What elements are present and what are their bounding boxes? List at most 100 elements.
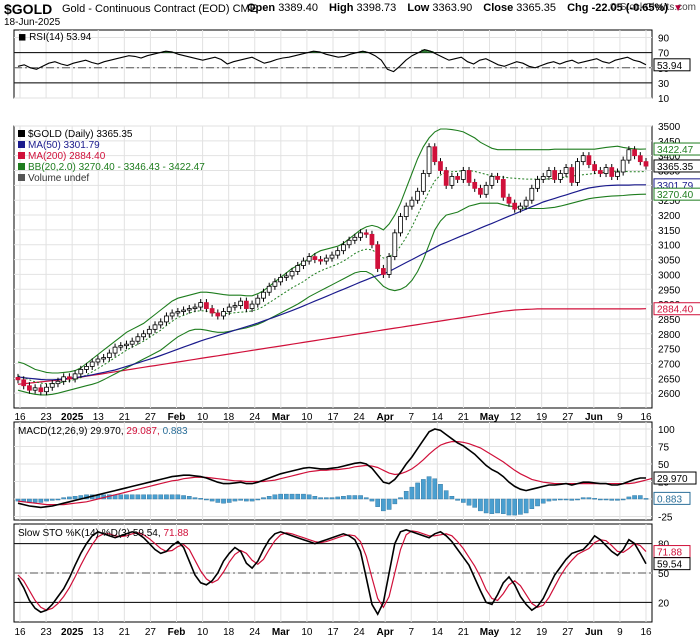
macd-histogram-bar — [563, 498, 569, 501]
candle-body — [398, 216, 403, 234]
macd-histogram-bar — [369, 498, 375, 502]
candle-body — [455, 176, 460, 180]
candle-body — [540, 176, 546, 180]
x-tick-label: Mar — [272, 627, 290, 638]
rsi-overbought-fill — [310, 51, 317, 53]
macd-histogram-bar — [289, 493, 295, 500]
candle-body — [495, 176, 500, 180]
symbol-description: Gold - Continuous Contract (EOD) CME — [62, 3, 258, 15]
macd-histogram-bar — [592, 498, 597, 500]
macd-histogram-bar — [489, 498, 495, 514]
candle-body — [506, 196, 512, 204]
macd-histogram-bar — [540, 498, 546, 504]
macd-histogram-bar — [209, 498, 215, 502]
x-tick-label: 12 — [510, 627, 522, 638]
candle-body — [186, 308, 192, 311]
macd-histogram-bar — [124, 494, 129, 500]
macd-histogram-bar — [438, 484, 443, 500]
macd-right-label: 29.970 — [657, 474, 688, 485]
candle-body — [426, 146, 432, 174]
x-tick-label: 27 — [145, 627, 157, 638]
candle-body — [346, 239, 352, 246]
macd-histogram-bar — [483, 498, 489, 514]
candle-body — [164, 315, 169, 323]
candle-body — [84, 366, 89, 370]
macd-histogram-bar — [346, 495, 352, 500]
candle-body — [603, 167, 609, 174]
candle-body — [489, 176, 495, 186]
price-right-label: 3365.35 — [657, 162, 694, 173]
macd-histogram-bar — [226, 498, 232, 503]
y-tick-label: 2950 — [658, 285, 681, 296]
ma200-line — [17, 308, 647, 385]
macd-histogram-bar — [398, 497, 403, 500]
candle-body — [341, 244, 346, 252]
high-label: High — [329, 2, 354, 14]
macd-histogram-bar — [432, 478, 438, 500]
macd-histogram-bar — [535, 498, 540, 507]
stoch-k-right-label-box — [653, 557, 691, 571]
candle-body — [632, 149, 637, 157]
macd-histogram-bar — [472, 498, 478, 508]
chart-date: 18-Jun-2025 — [4, 17, 61, 28]
macd-histogram-bar — [392, 498, 398, 505]
macd-histogram-bar — [580, 497, 586, 500]
macd-histogram-bar — [221, 498, 226, 504]
macd-histogram-bar — [61, 497, 66, 500]
open-value: 3389.40 — [278, 2, 318, 14]
candle-body — [198, 302, 204, 308]
macd-histogram-bar — [261, 497, 266, 500]
price-legend-item: MA(200) 2884.40 — [28, 151, 106, 162]
candle-body — [460, 170, 466, 180]
hist-right-label: 0.883 — [657, 494, 682, 505]
candle-body — [215, 312, 221, 317]
candle-body — [643, 161, 649, 167]
y-tick-label: 90 — [658, 34, 670, 45]
macd-histogram-bar — [421, 479, 426, 500]
x-tick-label: May — [480, 627, 500, 638]
macd-histogram-bar — [72, 496, 78, 500]
candle-body — [335, 250, 341, 256]
candle-body — [295, 265, 301, 272]
macd-histogram-bar — [118, 494, 124, 500]
y-tick-label: 50 — [658, 460, 670, 471]
ma50-line — [17, 184, 646, 381]
macd-histogram-bar — [272, 494, 278, 500]
y-tick-label: 3500 — [658, 122, 681, 133]
candle-body — [363, 232, 369, 235]
bb-mid-line — [17, 170, 647, 385]
x-tick-label: 24 — [354, 412, 366, 423]
macd-histogram-bar — [318, 497, 323, 500]
x-tick-label: 24 — [354, 627, 366, 638]
price-legend-item: $GOLD (Daily) 3365.35 — [28, 129, 133, 140]
x-tick-label: 17 — [327, 627, 339, 638]
candle-body — [557, 173, 563, 180]
candle-body — [415, 190, 421, 201]
candle-body — [592, 164, 597, 171]
x-tick-label: 21 — [119, 412, 131, 423]
candle-body — [438, 161, 443, 171]
hist-right-label-box — [653, 491, 691, 505]
candle-body — [27, 385, 32, 391]
legend-swatch — [18, 163, 25, 170]
candle-body — [49, 383, 55, 388]
candle-body — [323, 257, 329, 262]
price-right-label-box — [653, 302, 700, 316]
macd-histogram-bar — [558, 498, 563, 501]
candle-body — [586, 155, 592, 165]
candle-body — [243, 300, 249, 309]
rsi-line — [17, 49, 647, 73]
x-tick-label: 21 — [119, 627, 131, 638]
y-tick-label: 3050 — [658, 256, 681, 267]
macd-histogram-bar — [426, 476, 432, 500]
candle-body — [95, 358, 101, 363]
candle-body — [21, 379, 27, 387]
candle-body — [409, 199, 415, 207]
macd-histogram-bar — [204, 498, 209, 501]
candle-body — [67, 376, 72, 380]
candle-body — [615, 171, 620, 177]
y-tick-label: 2650 — [658, 374, 681, 385]
price-right-label: 3422.47 — [657, 145, 694, 156]
macd-histogram-bar — [284, 493, 289, 500]
x-tick-label: Jun — [585, 627, 603, 638]
